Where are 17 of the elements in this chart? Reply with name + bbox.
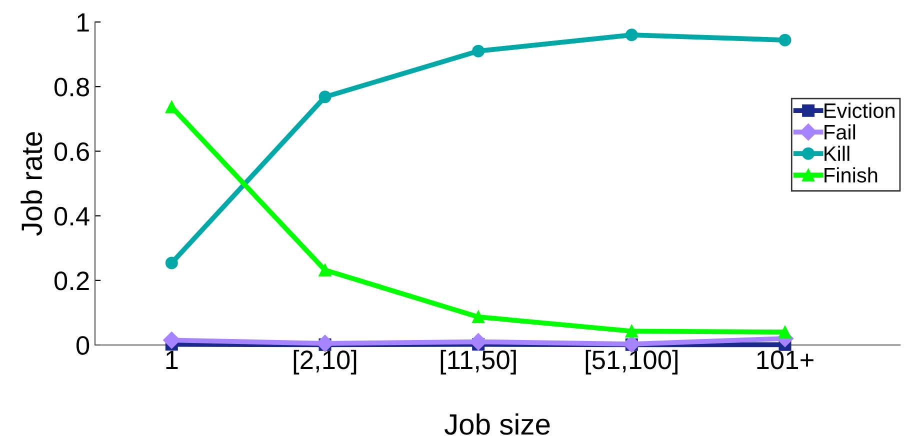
legend-label: Kill [824,146,850,161]
y-tick-label: 1 [77,13,89,32]
x-axis-title: Job size [444,413,550,435]
x-tick-label: 101+ [757,350,814,370]
legend-label: Eviction [824,102,894,118]
y-tick-label: 0.4 [54,206,90,226]
x-tick-label: 1 [166,350,178,369]
y-tick-label: 0.8 [54,78,89,96]
x-tick-label: [2,10] [294,350,356,374]
y-tick-label: 0 [76,336,90,355]
y-tick-label: 0.2 [54,272,89,290]
y-axis-title: Job rate [20,132,42,236]
legend-label: Finish [824,167,878,183]
y-tick-label: 0.6 [54,142,89,162]
x-tick-label: [51,100] [586,350,678,374]
legend-label: Fail [824,124,856,140]
x-tick-label: [11,50] [440,350,516,374]
